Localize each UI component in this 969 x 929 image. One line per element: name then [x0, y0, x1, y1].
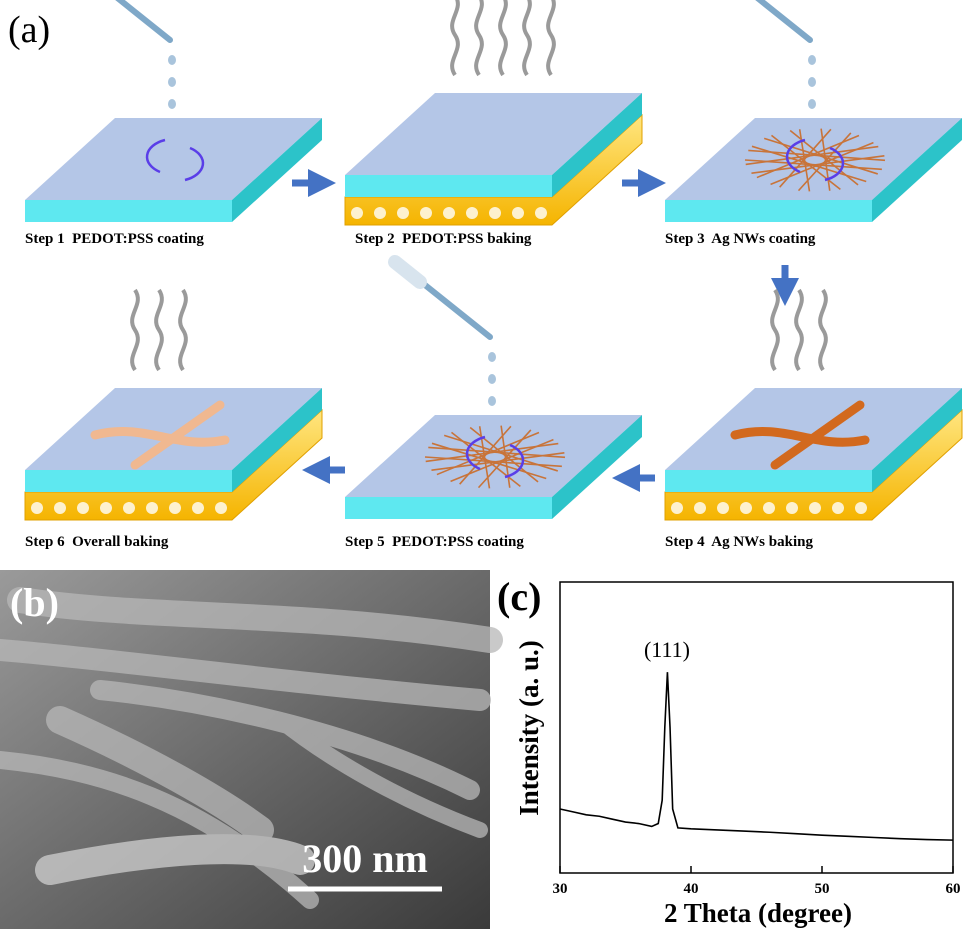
xrd-line: [560, 672, 953, 840]
steam: [156, 290, 162, 370]
heater-pattern: [694, 502, 706, 514]
droplet: [808, 77, 816, 87]
droplet: [808, 99, 816, 109]
panel-label: (b): [10, 580, 59, 625]
panel-label: (c): [497, 574, 541, 619]
droplet: [168, 55, 176, 65]
steam: [452, 0, 458, 75]
substrate: [25, 0, 322, 222]
x-tick-label: 30: [553, 881, 568, 897]
heater-pattern: [100, 502, 112, 514]
y-axis-label: Intensity (a. u.): [514, 640, 544, 816]
heater-pattern: [809, 502, 821, 514]
x-tick-label: 40: [684, 881, 699, 897]
heater-pattern: [832, 502, 844, 514]
step-caption: Step 4 Ag NWs baking: [665, 534, 813, 550]
heater-pattern: [786, 502, 798, 514]
substrate: [345, 0, 642, 225]
steam: [500, 0, 506, 75]
x-axis-label: 2 Theta (degree): [664, 898, 852, 928]
step-caption: Step 1 PEDOT:PSS coating: [25, 231, 204, 247]
droplet: [168, 99, 176, 109]
heater-pattern: [123, 502, 135, 514]
heater-pattern: [215, 502, 227, 514]
slab-front: [665, 470, 872, 492]
droplet: [488, 396, 496, 406]
steam: [820, 290, 826, 370]
steam: [180, 290, 186, 370]
steam: [796, 290, 802, 370]
heater-pattern: [54, 502, 66, 514]
heater-pattern: [169, 502, 181, 514]
slab-front: [25, 470, 232, 492]
slab-front: [665, 200, 872, 222]
heater-pattern: [192, 502, 204, 514]
substrate: [665, 0, 962, 222]
heater-pattern: [397, 207, 409, 219]
plot-frame: [560, 582, 953, 873]
heater-pattern: [740, 502, 752, 514]
step-caption: Step 3 Ag NWs coating: [665, 231, 816, 247]
scale-bar-label: 300 nm: [302, 836, 428, 881]
substrate: [345, 262, 642, 519]
slab-front: [345, 175, 552, 197]
heater-pattern: [374, 207, 386, 219]
substrate: [665, 290, 962, 520]
heater-pattern: [466, 207, 478, 219]
slab-front: [25, 200, 232, 222]
steam: [476, 0, 482, 75]
heater-pattern: [535, 207, 547, 219]
step-caption: Step 2 PEDOT:PSS baking: [355, 231, 532, 247]
slab-front: [345, 497, 552, 519]
heater-pattern: [763, 502, 775, 514]
heater-pattern: [443, 207, 455, 219]
heater-pattern: [489, 207, 501, 219]
dropper: [415, 277, 490, 337]
steam: [524, 0, 530, 75]
heater-pattern: [351, 207, 363, 219]
heater-pattern: [77, 502, 89, 514]
step-caption: Step 5 PEDOT:PSS coating: [345, 534, 524, 550]
steam: [548, 0, 554, 75]
substrate: [25, 290, 322, 520]
steam: [772, 290, 778, 370]
panel-b: (b) 300 nm: [0, 570, 490, 929]
dropper: [735, 0, 810, 40]
figure: (a) Step 1 PEDOT:PSS coating Step 2 PEDO…: [0, 0, 969, 929]
x-tick-label: 50: [815, 881, 830, 897]
dropper-bulb: [395, 262, 420, 282]
peak-annotation: (111): [644, 637, 690, 662]
step-caption: Step 6 Overall baking: [25, 534, 169, 550]
panel-label: (a): [8, 9, 50, 51]
droplet: [808, 55, 816, 65]
x-tick-label: 60: [946, 881, 961, 897]
panel-a: (a) Step 1 PEDOT:PSS coating Step 2 PEDO…: [8, 0, 962, 550]
droplet: [168, 77, 176, 87]
droplet: [488, 374, 496, 384]
droplet: [488, 352, 496, 362]
heater-pattern: [855, 502, 867, 514]
heater-pattern: [31, 502, 43, 514]
heater-pattern: [512, 207, 524, 219]
dropper: [95, 0, 170, 40]
heater-pattern: [671, 502, 683, 514]
heater-pattern: [420, 207, 432, 219]
heater-pattern: [146, 502, 158, 514]
panel-c: (c) 2 Theta (degree) Intensity (a. u.) 3…: [497, 574, 961, 928]
steam: [132, 290, 138, 370]
heater-pattern: [717, 502, 729, 514]
